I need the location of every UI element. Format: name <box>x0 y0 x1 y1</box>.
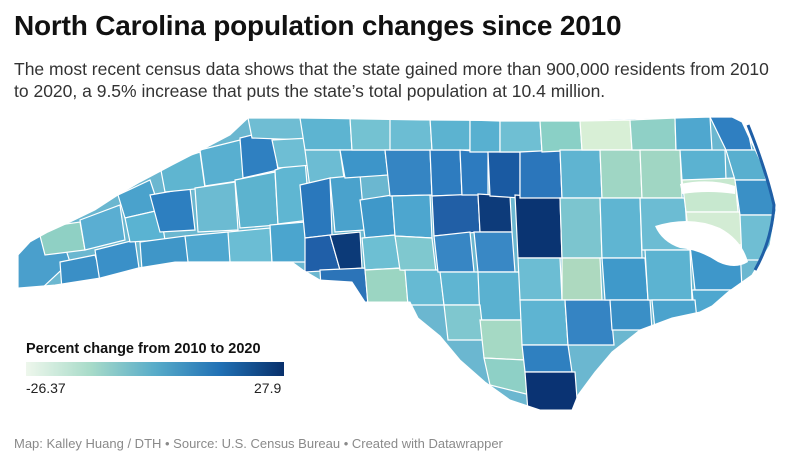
county-tile <box>487 151 521 199</box>
county-tile <box>439 271 481 306</box>
county-tile <box>443 304 485 341</box>
chart-title: North Carolina population changes since … <box>14 10 622 41</box>
chart-subtitle: The most recent census data shows that t… <box>14 59 769 101</box>
state-outline <box>17 115 777 411</box>
county-tile <box>329 174 366 233</box>
county-tile <box>601 257 649 301</box>
county-tile <box>479 319 526 361</box>
county-tile <box>609 299 653 331</box>
county-tile <box>519 299 569 346</box>
county-tile <box>361 234 401 271</box>
county-tile <box>559 149 603 199</box>
county-tile <box>391 194 433 239</box>
county-tile <box>524 371 579 410</box>
county-tile <box>364 267 409 306</box>
county-tile <box>319 267 369 306</box>
county-tile <box>299 117 353 151</box>
county-tile <box>404 269 445 306</box>
county-tile <box>349 117 393 151</box>
county-tile <box>559 197 603 259</box>
county-tile <box>299 177 333 239</box>
county-tile <box>139 235 191 271</box>
county-tile <box>159 151 206 193</box>
county-tile <box>433 231 475 273</box>
legend-min-label: -26.37 <box>26 380 66 396</box>
legend-title: Percent change from 2010 to 2020 <box>26 341 261 357</box>
county-tile <box>384 149 433 197</box>
county-tile <box>561 257 603 301</box>
county-tile <box>473 231 516 273</box>
county-tile <box>483 357 531 396</box>
legend-max-label: 27.9 <box>254 380 282 396</box>
county-tile <box>599 197 643 259</box>
county-tile <box>431 193 481 237</box>
county-tile <box>339 149 389 179</box>
albemarle-sound <box>680 181 735 194</box>
county-tile <box>184 231 233 263</box>
legend-color-bar <box>26 362 284 376</box>
county-tile <box>644 249 693 301</box>
county-tile <box>469 119 501 153</box>
county-tile <box>359 194 396 239</box>
county-tile <box>651 299 699 331</box>
county-tile <box>477 193 513 233</box>
outer-banks <box>746 124 776 271</box>
county-tile <box>674 116 713 151</box>
county-tile <box>389 117 433 151</box>
county-tile <box>579 119 633 151</box>
county-tile <box>734 179 776 216</box>
county-tile <box>459 149 489 196</box>
county-tile <box>37 221 86 256</box>
county-tile <box>691 289 746 321</box>
county-tile <box>429 117 471 151</box>
county-tile <box>639 149 683 199</box>
county-tile <box>79 204 126 251</box>
county-tile <box>477 271 523 321</box>
pamlico-sound <box>655 220 748 266</box>
source-credit: Map: Kalley Huang / DTH • Source: U.S. C… <box>14 436 503 451</box>
county-tile <box>269 221 309 263</box>
county-tile <box>521 344 573 373</box>
county-tile <box>679 149 727 181</box>
county-tile <box>519 149 563 199</box>
county-tile <box>429 149 463 197</box>
county-tile <box>247 117 306 141</box>
county-tile <box>629 117 677 151</box>
county-tile <box>499 120 543 153</box>
county-tile <box>539 120 583 153</box>
county-tile <box>394 235 437 273</box>
county-tile <box>194 181 239 233</box>
county-tile <box>599 149 643 199</box>
county-tile <box>514 194 563 259</box>
county-tile <box>564 299 615 346</box>
county-tile <box>227 227 273 263</box>
county-tile <box>234 171 279 229</box>
county-tile <box>517 257 563 301</box>
